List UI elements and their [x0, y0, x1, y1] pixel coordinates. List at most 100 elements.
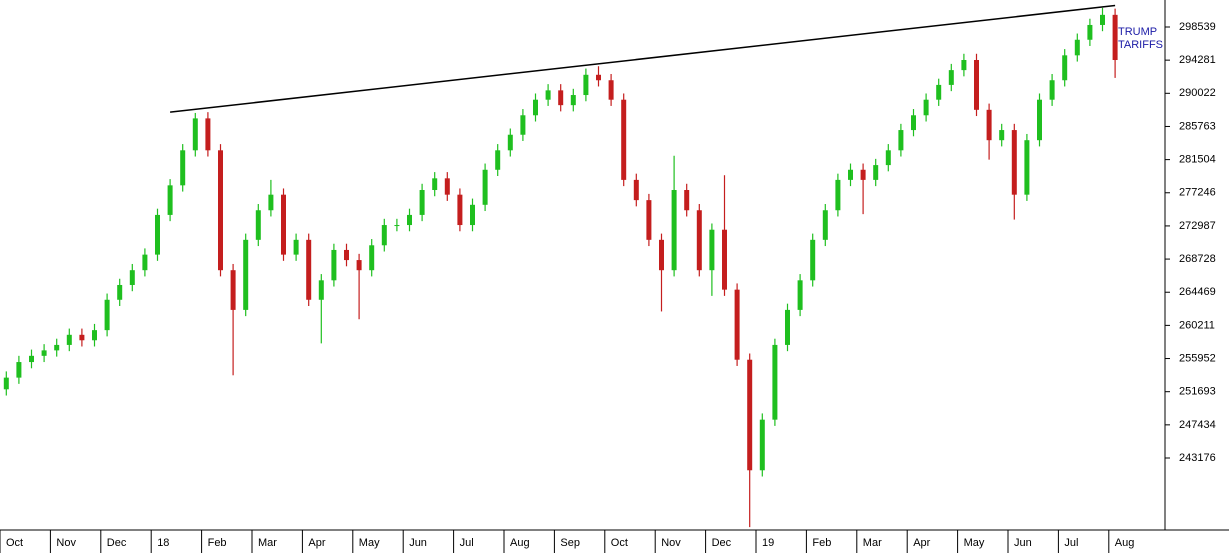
x-tick-label: Jun — [409, 537, 427, 549]
candle-body — [306, 239, 312, 300]
candle-body — [318, 280, 324, 300]
candle-body — [344, 249, 349, 261]
candle-body — [180, 150, 186, 186]
candle-body — [482, 169, 488, 205]
candle-body — [722, 229, 727, 290]
x-tick-label: Apr — [913, 537, 930, 549]
candle-body — [999, 130, 1005, 141]
candle-body — [1011, 130, 1017, 195]
candle-body — [785, 309, 790, 345]
y-tick-label: 272987 — [1179, 220, 1216, 232]
candle-body — [129, 270, 135, 285]
trend-line — [170, 4, 1116, 113]
candle-body — [1037, 99, 1042, 141]
candle-body — [281, 194, 286, 255]
candle-body — [860, 169, 866, 180]
candle-body — [407, 214, 412, 226]
candle-body — [936, 84, 942, 100]
candle-body — [457, 194, 463, 226]
candle-body — [671, 190, 677, 271]
y-tick-label: 255952 — [1179, 352, 1216, 364]
candle-body — [432, 178, 438, 191]
candle-body — [381, 225, 387, 246]
candle-body — [835, 179, 841, 211]
candle-body — [898, 130, 904, 151]
x-tick-label: Feb — [208, 537, 227, 549]
x-tick-label: Nov — [56, 537, 76, 549]
candle-body — [1112, 14, 1118, 60]
x-tick-label: Dec — [107, 537, 127, 549]
y-tick-label: 298539 — [1179, 21, 1216, 33]
candle-body — [923, 99, 929, 116]
candle-body — [1024, 140, 1030, 195]
candle-body — [822, 210, 828, 240]
candle-body — [696, 210, 702, 271]
candle-body — [79, 334, 85, 341]
x-tick-label: Jul — [460, 537, 474, 549]
y-tick-label: 290022 — [1179, 87, 1216, 99]
candle-body — [747, 359, 753, 471]
candle-body — [1062, 55, 1068, 81]
x-tick-label: Mar — [863, 537, 882, 549]
y-tick-label: 247434 — [1179, 419, 1216, 431]
x-tick-label: Oct — [6, 537, 23, 549]
candle-body — [633, 179, 639, 201]
candle-body — [419, 190, 425, 215]
candle-body — [1100, 14, 1105, 25]
x-tick-label: Jul — [1064, 537, 1078, 549]
candle-body — [646, 200, 652, 240]
y-tick-label: 285763 — [1179, 120, 1216, 132]
y-tick-label: 260211 — [1179, 319, 1215, 331]
candle-body — [608, 80, 614, 100]
candle-body — [734, 289, 740, 360]
y-tick-label: 281504 — [1179, 154, 1216, 166]
candle-body — [268, 194, 274, 211]
candle-body — [974, 59, 979, 110]
candle-body — [54, 344, 60, 351]
x-tick-label: 19 — [762, 537, 774, 549]
y-tick-label: 294281 — [1179, 54, 1216, 66]
candle-body — [1087, 24, 1093, 40]
x-tick-label: Feb — [812, 537, 831, 549]
candle-body — [520, 115, 526, 135]
candle-body — [218, 150, 223, 271]
candle-body — [192, 118, 198, 151]
candle-body — [3, 377, 9, 390]
x-tick-label: Jun — [1014, 537, 1032, 549]
candle-body — [772, 344, 778, 420]
candle-body — [659, 239, 664, 271]
x-tick-label: Nov — [661, 537, 681, 549]
x-tick-label: Sep — [560, 537, 580, 549]
candle-body — [684, 190, 690, 211]
candle-body — [41, 350, 47, 356]
x-tick-label: Oct — [611, 537, 628, 549]
candle-body — [16, 362, 22, 378]
annotation: TARIFFS — [1118, 39, 1163, 51]
candle-body — [230, 270, 236, 310]
candle-body — [873, 165, 879, 180]
y-tick-label: 251693 — [1179, 386, 1216, 398]
candle-body — [92, 330, 97, 341]
candle-body — [583, 74, 589, 96]
candle-body — [444, 178, 450, 195]
candle-body — [1074, 39, 1080, 56]
candle-body — [709, 229, 715, 271]
y-tick-label: 264469 — [1179, 286, 1216, 298]
candle-body — [911, 115, 916, 131]
candle-body — [356, 260, 362, 271]
candle-body — [470, 204, 475, 226]
y-tick-label: 268728 — [1179, 253, 1216, 265]
y-tick-label: 277246 — [1179, 187, 1216, 199]
candle-body — [104, 299, 110, 331]
x-tick-label: May — [359, 537, 380, 549]
candle-body — [797, 280, 803, 310]
candle-body — [369, 245, 375, 271]
candle-body — [243, 239, 249, 310]
candle-body — [558, 90, 564, 106]
candle-body — [570, 95, 576, 106]
candle-body — [1049, 80, 1055, 100]
candle-body — [545, 90, 551, 100]
candle-body — [29, 355, 34, 363]
